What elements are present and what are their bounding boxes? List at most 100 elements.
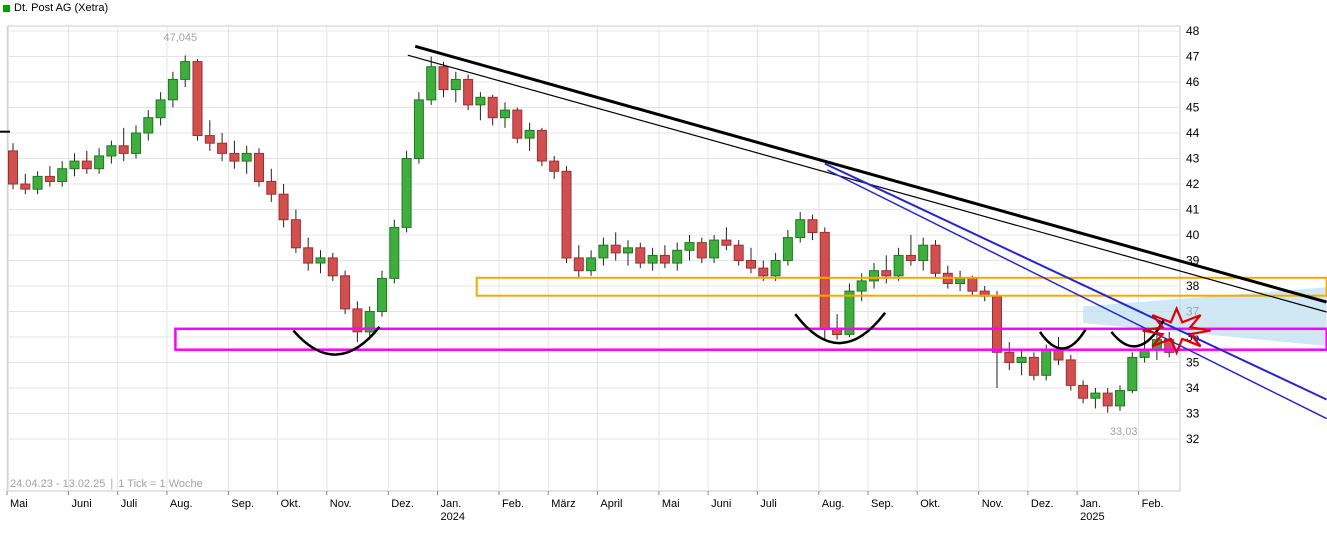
month-axis-label: März: [551, 498, 575, 510]
bottom-arc: [292, 326, 381, 356]
candle-body: [204, 135, 215, 144]
candle-body: [1053, 349, 1064, 361]
candle-body: [1004, 351, 1015, 363]
candle-body: [844, 290, 855, 335]
month-axis-label: Nov.: [330, 498, 352, 510]
instrument-icon: [3, 4, 10, 12]
target-zone-lightblue: [1083, 287, 1327, 346]
price-axis-label: 46: [1186, 75, 1200, 89]
candle-body: [118, 145, 129, 154]
candle-body: [524, 129, 535, 139]
candle-body: [930, 244, 941, 274]
candle-body: [475, 96, 486, 106]
candle-body: [180, 61, 191, 80]
candle-body: [955, 277, 966, 284]
candle-body: [32, 175, 43, 190]
candle-body: [586, 257, 597, 272]
candle-body: [721, 239, 732, 246]
candle-body: [377, 277, 387, 312]
candle-body: [389, 226, 400, 279]
price-axis-label: 38: [1186, 279, 1200, 293]
month-axis-label: Juli: [121, 498, 138, 510]
candle-body: [807, 219, 818, 233]
price-axis-label: 42: [1186, 177, 1200, 191]
candle-body: [143, 117, 154, 134]
candle-body: [167, 78, 178, 101]
candle-body: [192, 61, 203, 136]
candle-body: [303, 247, 314, 264]
candle-body: [315, 257, 326, 264]
price-axis-label: 44: [1186, 126, 1200, 140]
candle-body: [770, 260, 781, 277]
month-axis-label: Nov.: [982, 498, 1004, 510]
candle-body: [155, 99, 166, 119]
month-axis-label: Okt.: [920, 498, 940, 510]
month-axis-label: Aug.: [822, 498, 845, 510]
price-axis-label: 45: [1186, 101, 1200, 115]
candle-body: [131, 132, 141, 154]
candle-body: [573, 257, 584, 272]
candle-body: [487, 96, 498, 119]
downtrend-line-blue-lower: [826, 169, 1327, 420]
candle-body: [81, 160, 92, 170]
candle-body: [229, 152, 240, 162]
candle-body: [463, 78, 474, 106]
candle-body: [1041, 349, 1052, 376]
candle-body: [426, 66, 437, 101]
candle-body: [1028, 356, 1039, 376]
candle-body: [500, 109, 510, 119]
price-axis-label: 32: [1186, 432, 1200, 446]
candle-body: [217, 142, 228, 154]
downtrend-line-blue-upper: [824, 162, 1327, 401]
candle-body: [1102, 392, 1113, 407]
candle-body: [869, 270, 879, 282]
year-label: 2024: [441, 511, 465, 523]
price-axis-label: 47: [1186, 50, 1200, 64]
candle-body: [635, 247, 646, 264]
candle-body: [69, 160, 80, 170]
chart-footer: 24.04.23 - 13.02.25 | 1 Tick = 1 Woche: [10, 478, 208, 490]
candle-body: [1090, 392, 1101, 399]
low-price-label: 33,03: [1110, 426, 1138, 438]
candle-body: [733, 244, 744, 261]
candle-body: [758, 267, 769, 277]
candle-body: [20, 183, 31, 190]
price-axis-label: 33: [1186, 407, 1200, 421]
candle-body: [512, 109, 523, 139]
chart-title-bar: Dt. Post AG (Xetra): [3, 2, 108, 14]
month-axis-label: Okt.: [281, 498, 301, 510]
date-range: 24.04.23 - 13.02.25: [10, 478, 106, 490]
high-price-label: 47,045: [163, 32, 197, 44]
month-axis-label: Mai: [10, 498, 28, 510]
candle-body: [536, 129, 547, 162]
month-axis-label: April: [600, 498, 622, 510]
candle-body: [266, 180, 277, 195]
candle-body: [598, 244, 609, 259]
candle-body: [1078, 384, 1089, 399]
breakout-star: [1142, 305, 1211, 356]
price-axis-label: 43: [1186, 152, 1200, 166]
candle-body: [1127, 356, 1138, 392]
month-axis-label: Feb.: [1142, 498, 1164, 510]
month-axis-label: Juni: [711, 498, 731, 510]
candle-body: [413, 99, 424, 159]
candle-body: [819, 231, 830, 330]
month-axis-label: Juni: [72, 498, 92, 510]
candle-body: [549, 160, 560, 172]
chart-title: Dt. Post AG (Xetra): [14, 2, 109, 14]
month-axis-label: Jan.: [1080, 498, 1101, 510]
candle-body: [340, 275, 351, 310]
candle-body: [918, 244, 929, 261]
candle-body: [401, 158, 412, 228]
candle-body: [782, 237, 793, 262]
bottom-arc: [794, 312, 887, 345]
candle-body: [327, 257, 338, 277]
footer-separator: |: [110, 478, 114, 490]
candle-body: [290, 219, 301, 249]
candle-body: [746, 260, 756, 269]
tick-interval: 1 Tick = 1 Woche: [118, 478, 203, 490]
month-axis-label: Dez.: [391, 498, 414, 510]
month-axis-label: Mai: [662, 498, 680, 510]
